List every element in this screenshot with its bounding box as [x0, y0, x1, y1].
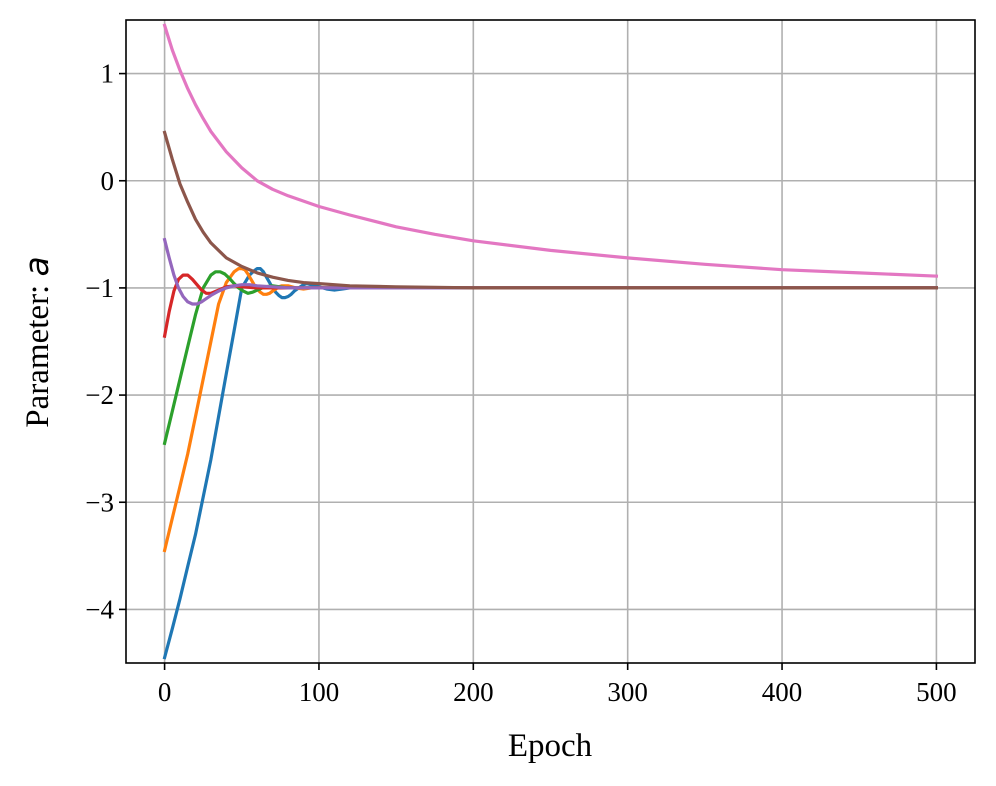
x-tick-label: 300 — [607, 677, 648, 707]
x-axis-label: Epoch — [508, 728, 593, 764]
y-axis-label-variable: a — [17, 256, 56, 276]
series-line-7 — [162, 130, 939, 290]
x-tick-label: 500 — [916, 677, 957, 707]
x-tick-label: 200 — [453, 677, 494, 707]
data-series — [162, 23, 939, 660]
x-tick-label: 0 — [158, 677, 172, 707]
y-tick-label: −4 — [85, 594, 114, 624]
plot-frame — [125, 19, 976, 664]
y-axis-label: Parameter: a — [17, 256, 56, 427]
y-axis-label-prefix: Parameter: — [20, 277, 56, 428]
series-line-6 — [162, 23, 939, 278]
y-tick-label: −1 — [85, 273, 114, 303]
x-tick-label: 100 — [299, 677, 340, 707]
y-tick-label: 1 — [101, 59, 115, 89]
axis-ticks: 0 100 200 300 400 500 1 0 −1 −2 −3 −4 — [85, 59, 956, 707]
y-tick-label: 0 — [101, 166, 115, 196]
y-tick-label: −2 — [85, 380, 114, 410]
y-tick-label: −3 — [85, 487, 114, 517]
x-tick-label: 400 — [762, 677, 803, 707]
